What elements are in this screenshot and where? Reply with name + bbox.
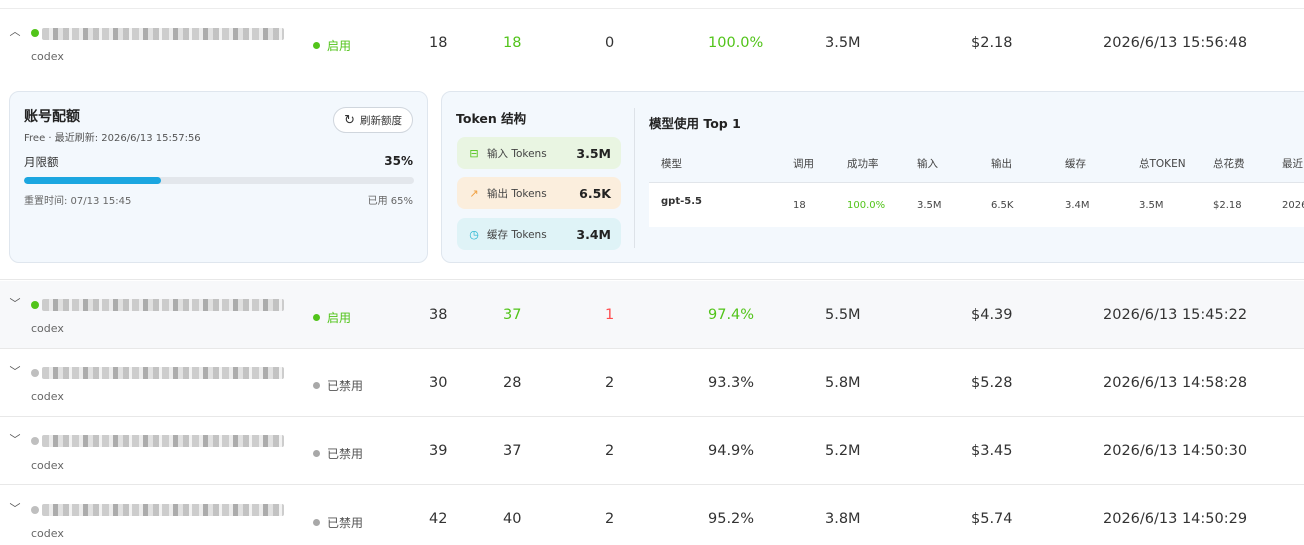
masked-account-name — [42, 367, 284, 379]
col-calls: 调用 — [793, 158, 814, 170]
status-badge: 已禁用 — [313, 377, 363, 394]
last-used-time: 2026/6/13 15:56:48 — [1103, 35, 1248, 51]
col-output: 输出 — [991, 158, 1012, 170]
chevron-up-icon[interactable]: ︿ — [9, 25, 21, 38]
masked-account-name — [42, 28, 284, 40]
account-quota-card: 账号配额 Free · 最近刷新: 2026/6/13 15:57:56 ↻ 刷… — [9, 91, 428, 263]
account-type: codex — [31, 390, 64, 403]
timer-icon: ◷ — [469, 227, 479, 241]
inbox-icon: ⊟ — [469, 146, 479, 160]
table-row[interactable]: ﹀ codex 已禁用 42 40 2 95.2% 3.8M $5.74 202… — [9, 502, 1248, 541]
account-type: codex — [31, 527, 64, 540]
quota-title: 账号配额 — [24, 109, 80, 125]
table-row[interactable]: ﹀ codex 已禁用 39 37 2 94.9% 5.2M $3.45 202… — [0, 417, 1304, 485]
calls-count: 18 — [429, 35, 448, 51]
status-badge: 已禁用 — [313, 445, 363, 462]
table-row[interactable]: ︿ codex 启用 18 18 0 100.0% 3.5M $2.18 202… — [0, 9, 1304, 79]
chevron-down-icon[interactable]: ﹀ — [9, 502, 21, 515]
card-divider — [634, 108, 635, 248]
table-row[interactable]: ﹀ codex 启用 38 37 1 97.4% 5.5M $4.39 2026… — [0, 281, 1304, 349]
offline-dot-icon — [31, 506, 39, 514]
col-total-token: 总TOKEN — [1139, 158, 1186, 170]
token-structure-title: Token 结构 — [456, 111, 527, 126]
chevron-down-icon[interactable]: ﹀ — [9, 297, 21, 310]
col-last: 最近 — [1282, 158, 1303, 170]
quota-subtitle: Free · 最近刷新: 2026/6/13 15:57:56 — [24, 133, 201, 144]
success-count: 18 — [503, 35, 522, 51]
model-name: gpt-5.5 — [661, 196, 702, 207]
chevron-down-icon[interactable]: ﹀ — [9, 365, 21, 378]
cost: $2.18 — [971, 35, 1013, 51]
status-badge: 已禁用 — [313, 514, 363, 531]
offline-dot-icon — [31, 369, 39, 377]
used-percent: 已用 65% — [367, 196, 413, 207]
token-usage-card: Token 结构 ⊟ 输入 Tokens 3.5M ↗ 输出 Tokens 6.… — [441, 91, 1304, 263]
online-dot-icon — [31, 301, 39, 309]
online-dot-icon — [31, 29, 39, 37]
table-top-divider — [0, 8, 1304, 9]
col-input: 输入 — [917, 158, 938, 170]
model-usage-title: 模型使用 Top 1 — [649, 116, 741, 131]
status-badge: 启用 — [313, 309, 351, 326]
chevron-down-icon[interactable]: ﹀ — [9, 433, 21, 446]
col-cache: 缓存 — [1065, 158, 1086, 170]
input-tokens-pill: ⊟ 输入 Tokens 3.5M — [457, 137, 621, 169]
masked-account-name — [42, 435, 284, 447]
offline-dot-icon — [31, 437, 39, 445]
quota-progress-fill — [24, 177, 161, 184]
col-total-cost: 总花费 — [1213, 158, 1245, 170]
output-tokens-pill: ↗ 输出 Tokens 6.5K — [457, 177, 621, 209]
model-table-row: gpt-5.5 18 100.0% 3.5M 6.5K 3.4M 3.5M $2… — [649, 183, 1304, 227]
refresh-quota-label: 刷新额度 — [360, 114, 402, 127]
refresh-icon: ↻ — [344, 112, 355, 128]
col-rate: 成功率 — [847, 158, 879, 170]
account-type: codex — [31, 50, 64, 63]
trend-icon: ↗ — [469, 186, 479, 200]
monthly-limit-percent: 35% — [384, 154, 413, 168]
masked-account-name — [42, 504, 284, 516]
account-type: codex — [31, 322, 64, 335]
cache-tokens-pill: ◷ 缓存 Tokens 3.4M — [457, 218, 621, 250]
table-row[interactable]: ﹀ codex 已禁用 30 28 2 93.3% 5.8M $5.28 202… — [0, 349, 1304, 417]
masked-account-name — [42, 299, 284, 311]
failed-count: 0 — [605, 35, 615, 51]
reset-time: 重置时间: 07/13 15:45 — [24, 196, 132, 207]
expanded-section-bottom — [0, 211, 1304, 280]
monthly-limit-label: 月限额 — [24, 155, 59, 169]
refresh-quota-button[interactable]: ↻ 刷新额度 — [333, 107, 413, 133]
account-type: codex — [31, 459, 64, 472]
col-model: 模型 — [661, 158, 682, 170]
model-table-header: 模型 调用 成功率 输入 输出 缓存 总TOKEN 总花费 最近 — [649, 142, 1304, 183]
quota-progress-bar — [24, 177, 414, 184]
success-rate: 100.0% — [708, 35, 764, 51]
token-total: 3.5M — [825, 35, 861, 51]
status-badge: 启用 — [313, 37, 351, 54]
